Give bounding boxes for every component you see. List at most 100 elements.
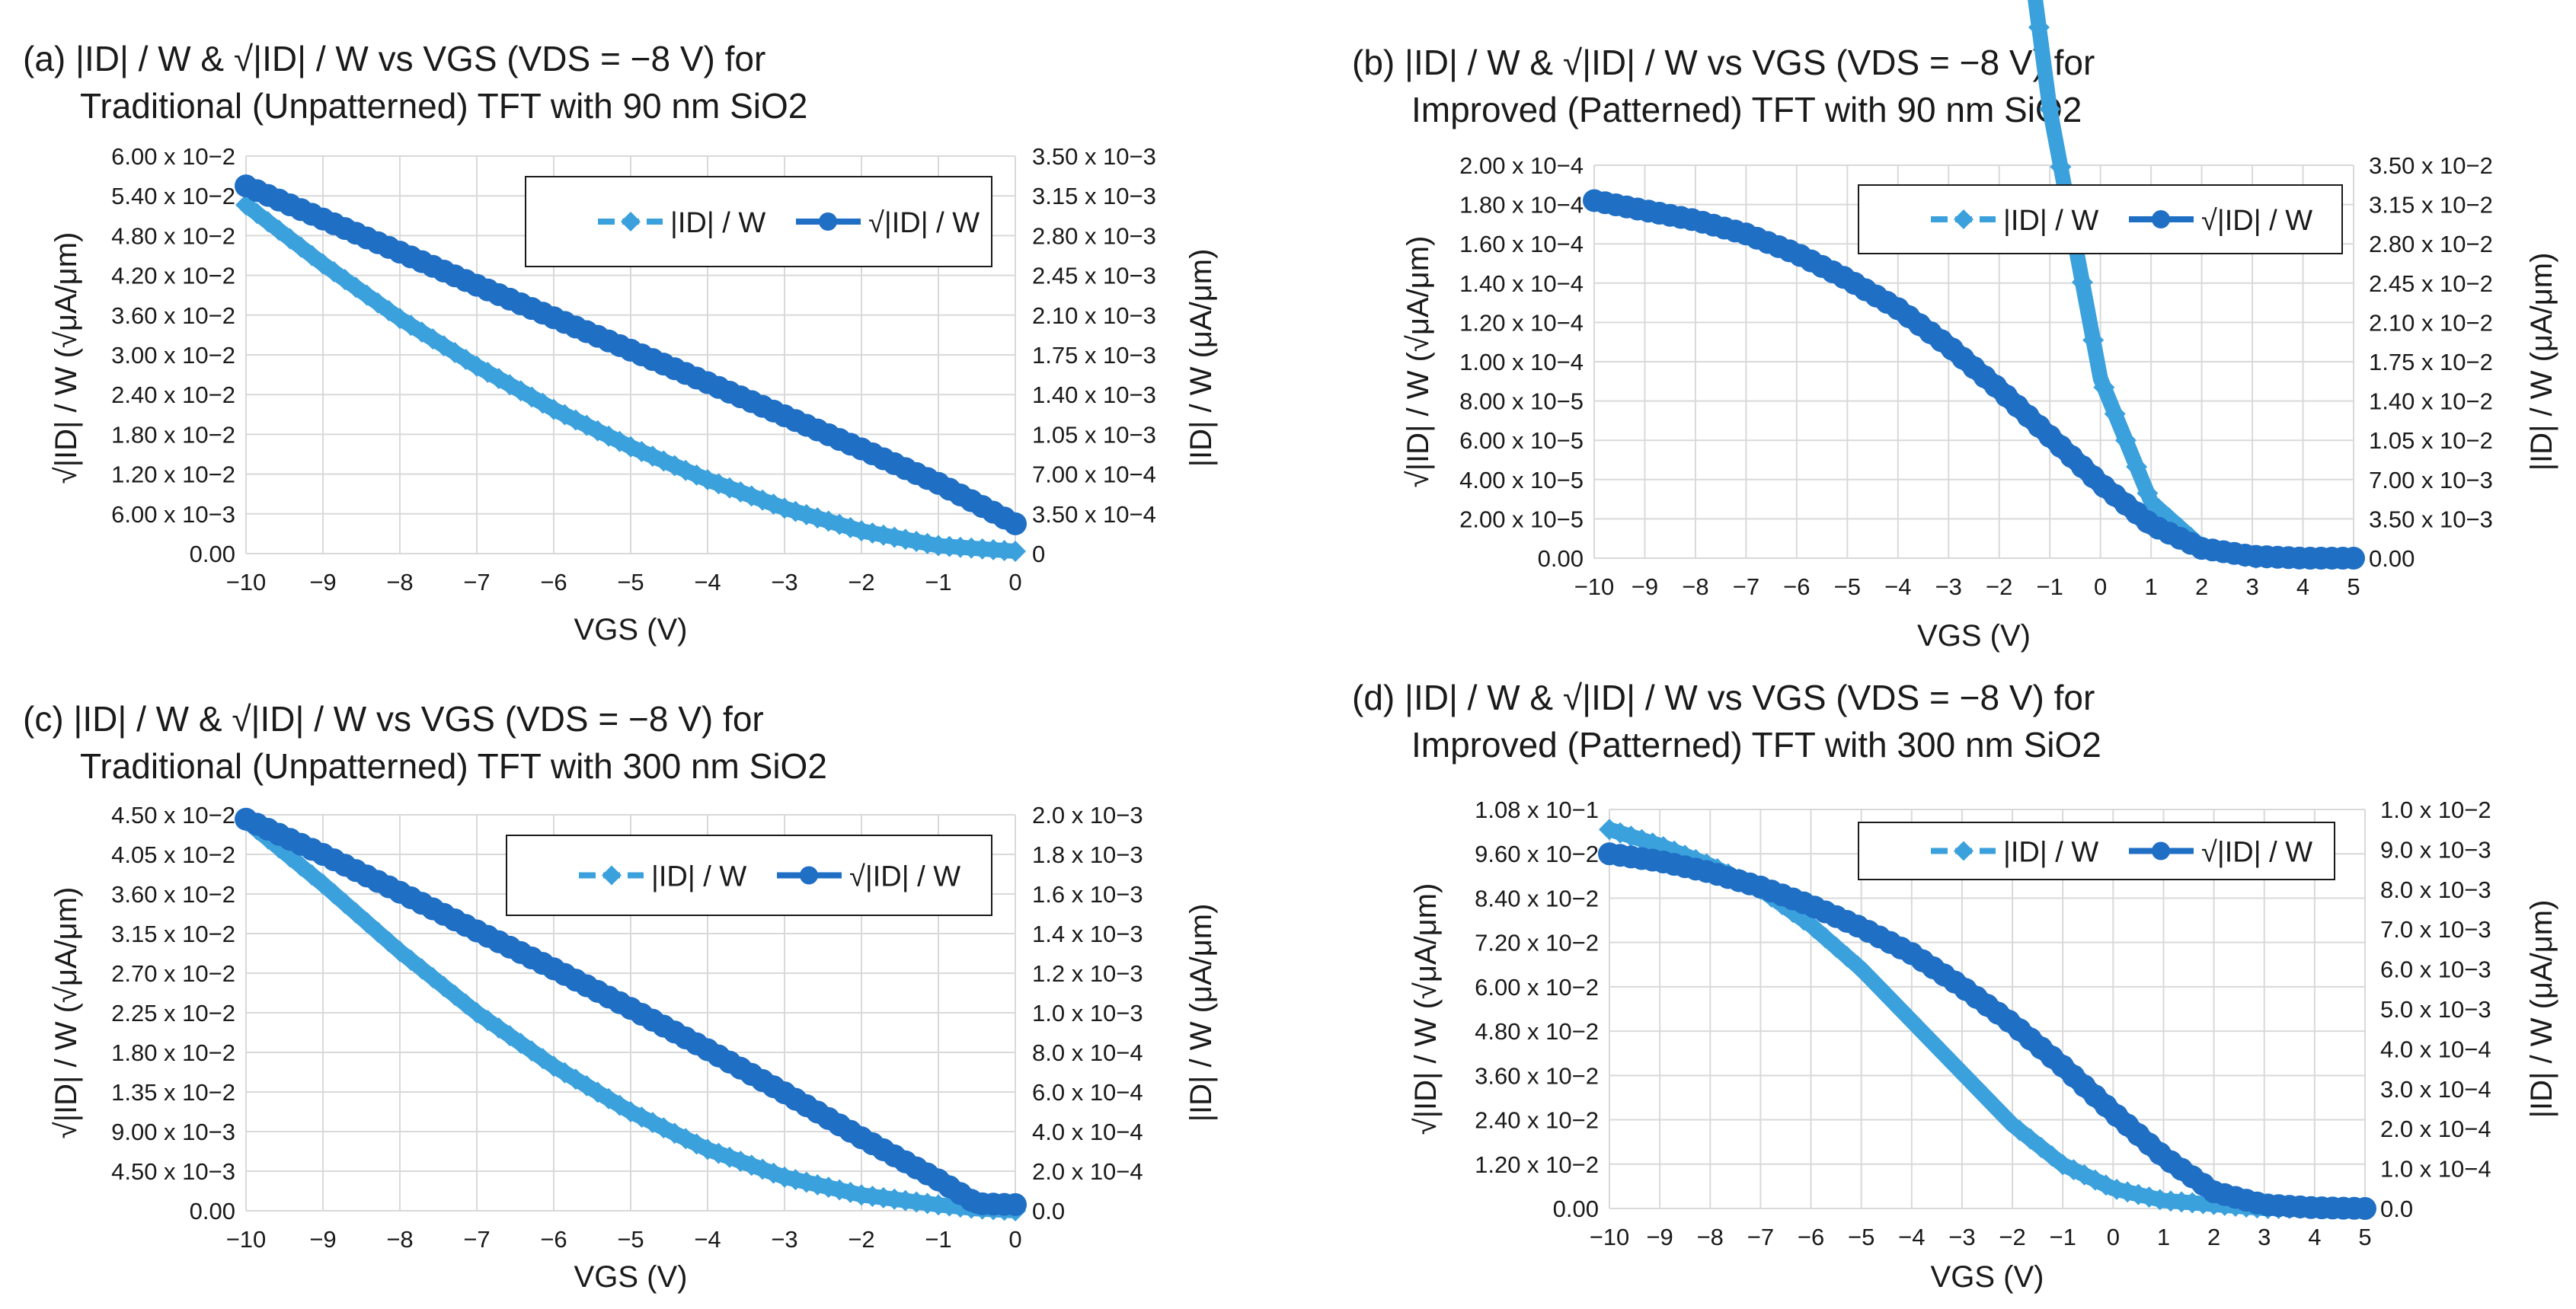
legend: |ID| / W √|ID| / W [525, 176, 992, 267]
data-point [1846, 955, 1868, 977]
legend-marker-circle [819, 212, 837, 231]
left-axis-label: √|ID| / W (√μA/μm) [1409, 883, 1443, 1135]
x-tick-label: −7 [1747, 1224, 1774, 1250]
right-tick-label: 1.0 x 10−2 [2380, 797, 2491, 823]
x-tick-label: 4 [2308, 1224, 2321, 1250]
x-tick-label: −2 [1986, 573, 2012, 600]
x-tick-label: −6 [540, 1226, 567, 1253]
right-tick-label: 0 [1032, 541, 1045, 567]
x-tick-label: −4 [1898, 1224, 1925, 1250]
x-tick-label: −1 [2050, 1224, 2076, 1250]
data-point [1987, 1099, 2009, 1121]
series-sqrt-id [235, 174, 1027, 535]
x-tick-label: −9 [1632, 573, 1658, 600]
right-axis-label: |ID| / W (μA/μm) [1184, 249, 1218, 468]
legend-marker-circle [800, 866, 818, 885]
right-tick-label: 2.80 x 10−2 [2369, 231, 2493, 257]
left-tick-label: 1.20 x 10−2 [1475, 1151, 1599, 1178]
data-point [1005, 541, 1026, 563]
legend-box [1858, 822, 2335, 880]
x-tick-label: −2 [848, 1226, 874, 1253]
x-tick-label: −3 [1948, 1224, 1975, 1250]
data-point [2126, 455, 2148, 477]
x-tick-label: −1 [925, 569, 951, 595]
left-tick-label: 8.00 x 10−5 [1459, 388, 1584, 415]
right-tick-label: 5.0 x 10−3 [2380, 996, 2491, 1023]
chart-d: (d) |ID| / W & √|ID| / W vs VGS (VDS = −… [1352, 678, 2558, 1294]
right-tick-label: 2.0 x 10−3 [1032, 802, 1143, 829]
x-tick-label: −7 [1733, 573, 1759, 600]
right-tick-label: 2.10 x 10−3 [1032, 302, 1156, 329]
right-tick-label: 7.0 x 10−3 [2380, 916, 2491, 943]
right-tick-label: 3.50 x 10−4 [1032, 501, 1156, 528]
data-point [1911, 1021, 1933, 1043]
legend-label-id: |ID| / W [670, 207, 765, 239]
x-tick-label: −3 [1935, 573, 1962, 600]
x-tick-label: −1 [925, 1226, 951, 1253]
data-point [1890, 999, 1912, 1021]
right-tick-label: 7.00 x 10−4 [1032, 461, 1156, 488]
left-tick-label: 2.70 x 10−2 [111, 960, 235, 987]
x-axis-label: VGS (V) [574, 1260, 688, 1294]
x-tick-label: −4 [694, 1226, 721, 1253]
data-point [1004, 512, 1027, 535]
left-tick-label: 1.20 x 10−2 [111, 461, 235, 488]
x-tick-label: −9 [309, 1226, 336, 1253]
legend-marker-diamond [602, 865, 622, 886]
x-tick-label: 0 [2107, 1224, 2120, 1250]
legend-label-sqrt: √|ID| / W [2201, 837, 2312, 869]
left-tick-label: 1.08 x 10−1 [1475, 797, 1599, 823]
data-point [2104, 403, 2126, 425]
x-tick-label: −7 [463, 569, 490, 595]
left-tick-label: 3.00 x 10−2 [111, 342, 235, 369]
right-tick-label: 1.75 x 10−2 [2369, 349, 2493, 375]
right-tick-label: 2.45 x 10−3 [1032, 263, 1156, 289]
x-tick-label: 0 [1008, 1226, 1021, 1253]
data-point [1858, 966, 1880, 988]
x-tick-label: −8 [386, 1226, 413, 1253]
right-tick-label: 0.0 [2380, 1196, 2413, 1222]
data-point [2093, 376, 2115, 398]
data-point [2114, 429, 2137, 452]
x-tick-label: −10 [1574, 573, 1615, 600]
legend-label-id: |ID| / W [651, 861, 746, 893]
data-point [2342, 547, 2365, 570]
series-sqrt-id [1583, 189, 2365, 570]
right-tick-label: 7.00 x 10−3 [2369, 467, 2493, 493]
data-point [2028, 16, 2050, 38]
right-tick-label: 3.50 x 10−2 [2369, 152, 2493, 179]
x-tick-label: −4 [1884, 573, 1911, 600]
left-tick-label: 0.00 [190, 541, 235, 567]
x-axis-label: VGS (V) [574, 613, 688, 647]
x-tick-label: −5 [1848, 1224, 1874, 1250]
data-point [2354, 1197, 2376, 1220]
right-tick-label: 2.10 x 10−2 [2369, 309, 2493, 336]
x-tick-label: 5 [2347, 573, 2360, 600]
x-tick-label: 4 [2296, 573, 2309, 600]
series-id [235, 194, 1026, 563]
data-point [2039, 98, 2061, 120]
left-tick-label: 4.00 x 10−5 [1459, 467, 1584, 493]
x-tick-label: −2 [1999, 1224, 2025, 1250]
left-tick-label: 3.60 x 10−2 [111, 302, 235, 329]
right-tick-label: 4.0 x 10−4 [2380, 1036, 2491, 1062]
legend: |ID| / W √|ID| / W [1858, 822, 2335, 880]
x-tick-label: 3 [2245, 573, 2258, 600]
data-point [1879, 988, 1901, 1010]
data-point [2137, 482, 2159, 504]
right-tick-label: 4.0 x 10−4 [1032, 1119, 1143, 1145]
series-id [2028, 0, 2364, 569]
x-tick-label: 0 [1008, 569, 1021, 595]
x-tick-label: −5 [1834, 573, 1861, 600]
legend-label-sqrt: √|ID| / W [849, 861, 960, 893]
data-point [1977, 1087, 1998, 1109]
left-tick-label: 1.40 x 10−4 [1459, 270, 1584, 297]
right-tick-label: 3.50 x 10−3 [2369, 506, 2493, 532]
legend-label-sqrt: √|ID| / W [2201, 205, 2312, 237]
legend-label-sqrt: √|ID| / W [868, 207, 980, 239]
x-tick-label: −10 [1590, 1224, 1630, 1250]
right-tick-label: 2.80 x 10−3 [1032, 222, 1156, 249]
right-tick-label: 8.0 x 10−3 [2380, 876, 2491, 903]
right-tick-label: 8.0 x 10−4 [1032, 1039, 1143, 1066]
x-tick-label: −3 [771, 569, 797, 595]
